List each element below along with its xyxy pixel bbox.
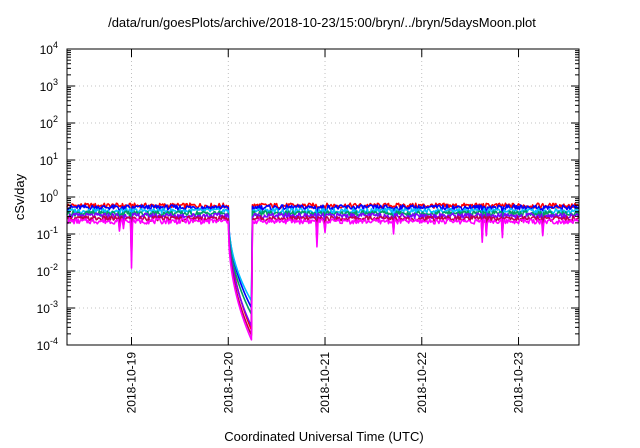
series-group — [66, 202, 580, 341]
y-tick-label: 10-1 — [37, 225, 58, 242]
grid — [67, 49, 579, 345]
x-tick-label: 2018-10-22 — [415, 352, 429, 414]
series-line — [66, 218, 580, 341]
ticks: 104 103 102 101 100 10-1 10-2 10-3 10-4 2018-10-1… — [37, 40, 579, 413]
x-tick-label: 2018-10-21 — [318, 352, 332, 414]
y-tick-label: 10-2 — [37, 262, 58, 279]
y-tick-label: 100 — [40, 188, 58, 205]
x-tick-label: 2018-10-19 — [125, 352, 139, 414]
y-tick-label: 102 — [40, 114, 58, 131]
x-axis-label: Coordinated Universal Time (UTC) — [224, 429, 423, 444]
x-tick-label: 2018-10-20 — [221, 352, 235, 414]
y-axis-label: cSv/day — [12, 173, 27, 220]
y-tick-label: 10-4 — [37, 336, 58, 353]
series-line — [66, 212, 580, 328]
y-tick-label: 103 — [40, 77, 58, 94]
x-tick-label: 2018-10-23 — [512, 352, 526, 414]
chart-title: /data/run/goesPlots/archive/2018-10-23/1… — [108, 15, 536, 30]
y-tick-label: 104 — [40, 40, 58, 57]
series-line — [66, 204, 580, 309]
y-tick-label: 10-3 — [37, 299, 58, 316]
y-tick-label: 101 — [40, 151, 58, 168]
